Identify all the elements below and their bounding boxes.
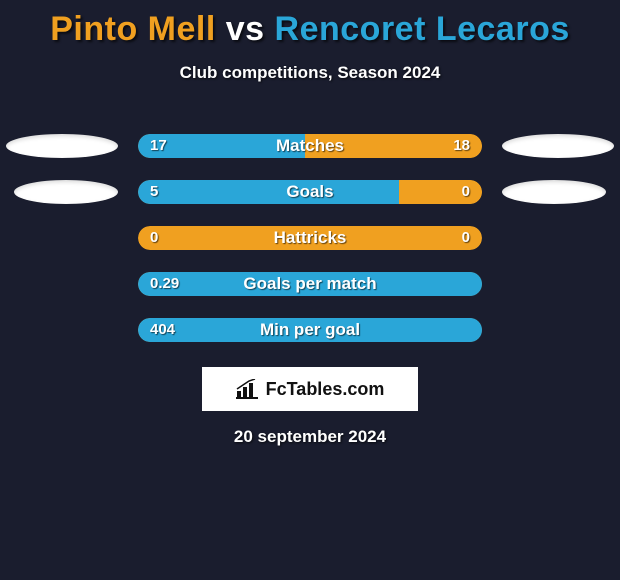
logo-text: FcTables.com bbox=[266, 379, 385, 400]
date-text: 20 september 2024 bbox=[0, 427, 620, 447]
title-vs: vs bbox=[226, 10, 265, 48]
stat-row: 50Goals bbox=[0, 169, 620, 215]
player-marker-right bbox=[502, 180, 606, 204]
stat-bar: 50Goals bbox=[138, 180, 482, 204]
bar-chart-icon bbox=[236, 379, 260, 399]
player-marker-left bbox=[14, 180, 118, 204]
stat-label: Goals bbox=[138, 180, 482, 204]
stat-label: Matches bbox=[138, 134, 482, 158]
stat-label: Min per goal bbox=[138, 318, 482, 342]
stat-row: 00Hattricks bbox=[0, 215, 620, 261]
stats-container: 1718Matches 50Goals 00Hattricks 0.29Goals p… bbox=[0, 123, 620, 353]
player-marker-right bbox=[502, 134, 614, 158]
stat-bar: 404Min per goal bbox=[138, 318, 482, 342]
stat-bar: 0.29Goals per match bbox=[138, 272, 482, 296]
logo-box: FcTables.com bbox=[202, 367, 418, 411]
stat-row: 0.29Goals per match bbox=[0, 261, 620, 307]
page-title: Pinto Mell vs Rencoret Lecaros bbox=[0, 0, 620, 49]
stat-row: 404Min per goal bbox=[0, 307, 620, 353]
stat-bar: 1718Matches bbox=[138, 134, 482, 158]
stat-label: Goals per match bbox=[138, 272, 482, 296]
subtitle: Club competitions, Season 2024 bbox=[0, 63, 620, 83]
title-player2: Rencoret Lecaros bbox=[275, 10, 570, 48]
player-marker-left bbox=[6, 134, 118, 158]
stat-row: 1718Matches bbox=[0, 123, 620, 169]
title-player1: Pinto Mell bbox=[50, 10, 216, 48]
stat-label: Hattricks bbox=[138, 226, 482, 250]
stat-bar: 00Hattricks bbox=[138, 226, 482, 250]
